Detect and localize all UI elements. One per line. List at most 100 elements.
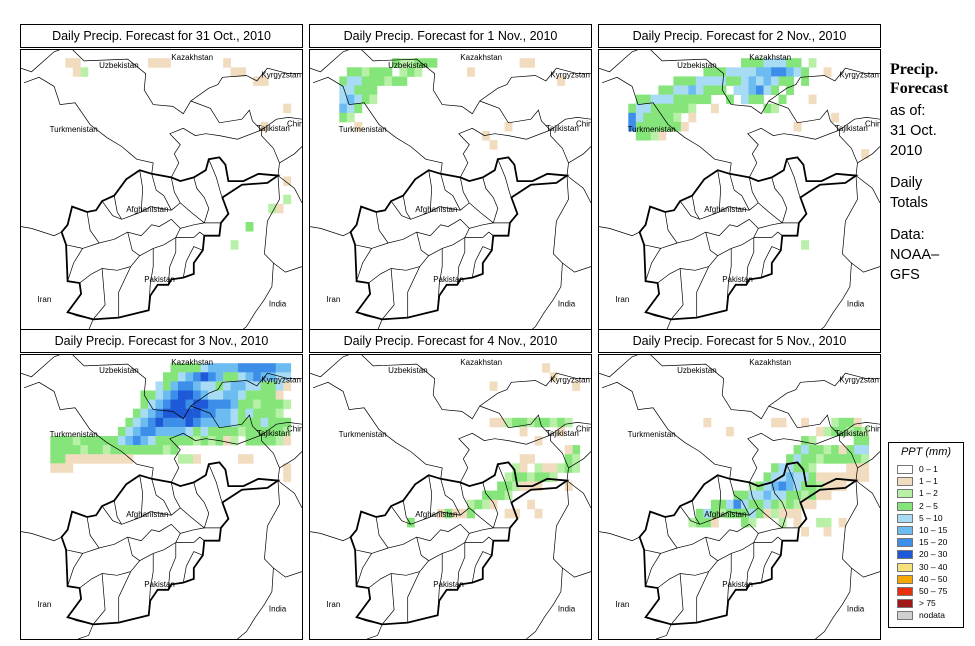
- precip-cell: [771, 58, 779, 68]
- precip-cell: [756, 67, 764, 77]
- province-border: [729, 478, 750, 516]
- province-border: [127, 232, 140, 256]
- label-uzbekistan: Uzbekistan: [99, 366, 139, 375]
- legend-swatch: [897, 501, 913, 511]
- country-border: [566, 480, 591, 509]
- map-canvas: Kazakhstan Uzbekistan Kyrgyzstan China Turkm…: [310, 50, 591, 334]
- precip-cell: [710, 85, 719, 95]
- precip-cell: [268, 381, 277, 391]
- precip-cell: [635, 121, 644, 132]
- province-border: [745, 237, 755, 285]
- precip-cell: [763, 58, 772, 68]
- precip-cell: [406, 517, 415, 528]
- precip-cell: [238, 408, 246, 419]
- precip-cell: [283, 194, 292, 205]
- precip-cell: [703, 417, 712, 428]
- precip-cell: [838, 517, 847, 528]
- precip-cell: [339, 85, 348, 95]
- province-border: [113, 500, 122, 525]
- precip-cell: [519, 426, 528, 437]
- precip-cell: [193, 408, 201, 419]
- province-border: [456, 237, 466, 285]
- legend-label: 50 – 75: [919, 586, 948, 596]
- precip-cell: [170, 436, 179, 446]
- precip-cell: [665, 94, 674, 105]
- province-border: [368, 533, 470, 589]
- province-border: [407, 266, 421, 318]
- precip-cell: [238, 417, 246, 428]
- precip-cell: [245, 417, 254, 428]
- precip-cell: [50, 445, 59, 455]
- precip-cell: [695, 85, 704, 95]
- precip-cell: [763, 490, 772, 501]
- precip-cell: [57, 445, 66, 455]
- precip-cell: [763, 472, 772, 482]
- precip-cell: [793, 67, 802, 77]
- precip-cell: [793, 445, 802, 455]
- precip-cell: [650, 121, 659, 132]
- province-border: [375, 516, 494, 549]
- precip-cell: [710, 508, 719, 519]
- province-border: [497, 464, 512, 503]
- precip-cell: [170, 372, 179, 382]
- precip-cell: [170, 445, 179, 455]
- precip-cell: [163, 58, 171, 68]
- precip-cell: [148, 408, 156, 419]
- precip-cell: [223, 381, 231, 391]
- precip-cell: [185, 408, 194, 419]
- precip-cell: [170, 363, 179, 373]
- precip-cell: [253, 390, 262, 400]
- precip-cell: [50, 463, 59, 473]
- forecast-panel: Daily Precip. Forecast for 4 Nov., 2010 K…: [309, 329, 592, 640]
- precip-cell: [801, 436, 809, 446]
- label-turkmenistan: Turkmenistan: [339, 125, 387, 134]
- country-border: [747, 405, 841, 483]
- precip-cell: [178, 390, 186, 400]
- province-border: [428, 170, 433, 213]
- precip-cell: [786, 508, 794, 519]
- country-border: [310, 531, 351, 542]
- panel-title: Daily Precip. Forecast for 31 Oct., 2010: [20, 24, 303, 48]
- precip-cell: [823, 426, 832, 437]
- label-turkmenistan: Turkmenistan: [628, 125, 676, 134]
- legend-label: 10 – 15: [919, 525, 948, 535]
- precip-cell: [275, 399, 284, 410]
- precip-cell: [155, 445, 164, 455]
- precip-cell: [658, 131, 667, 141]
- province-borders: [644, 159, 801, 320]
- precip-cell: [512, 463, 520, 473]
- precip-cell: [808, 445, 817, 455]
- province-border: [497, 159, 512, 198]
- province-border: [208, 464, 223, 503]
- country-borders: [599, 355, 880, 639]
- precip-cell: [680, 85, 689, 95]
- precip-cell: [117, 436, 126, 446]
- data-source-1: NOAA–: [890, 247, 940, 263]
- precip-cell: [208, 426, 216, 437]
- precip-cell: [756, 508, 764, 519]
- precip-cell: [193, 363, 201, 373]
- precip-cell: [650, 112, 659, 123]
- label-turkmenistan: Turkmenistan: [628, 430, 676, 439]
- precip-cell: [650, 131, 659, 141]
- precip-cell: [557, 426, 566, 437]
- precip-cell: [275, 408, 284, 419]
- precip-cell: [95, 436, 104, 446]
- precip-cell: [200, 363, 209, 373]
- map-canvas: Kazakhstan Uzbekistan Kyrgyzstan China Turkm…: [21, 355, 302, 639]
- country-labels: Kazakhstan Uzbekistan Kyrgyzstan China Turkm…: [616, 53, 881, 309]
- precip-cell: [527, 58, 535, 68]
- precip-cell: [339, 76, 348, 86]
- panel-title: Daily Precip. Forecast for 2 Nov., 2010: [598, 24, 881, 48]
- precip-cell: [497, 417, 505, 428]
- precip-cell: [733, 490, 742, 501]
- precip-cell: [140, 417, 149, 428]
- precip-cell: [215, 417, 224, 428]
- precip-cell: [756, 499, 764, 510]
- label-iran: Iran: [616, 600, 630, 609]
- country-border: [839, 435, 858, 481]
- precip-cell: [658, 112, 667, 123]
- province-border: [381, 573, 395, 625]
- precip-cell: [564, 417, 573, 428]
- precip-cell: [253, 76, 262, 86]
